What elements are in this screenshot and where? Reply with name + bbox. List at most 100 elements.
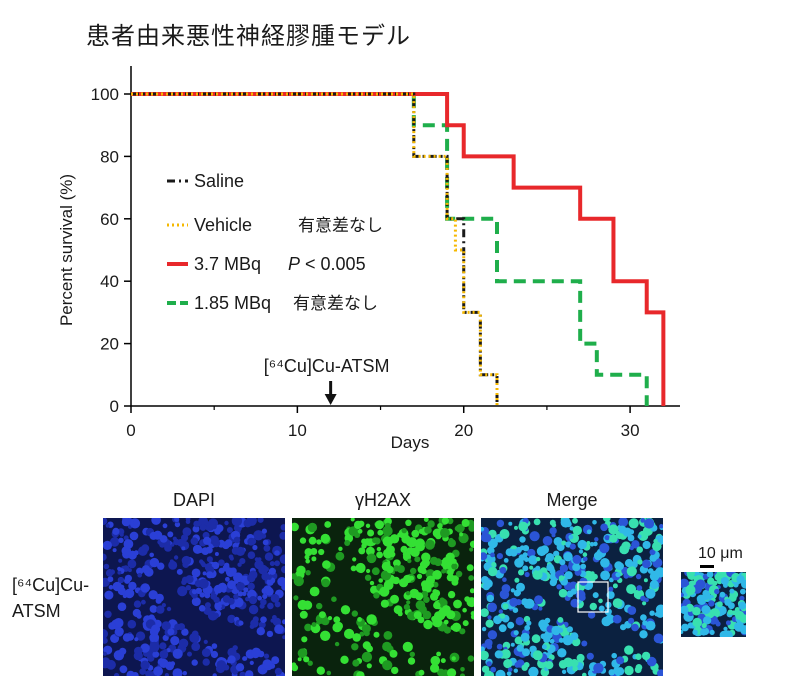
cell-nucleus <box>637 534 642 539</box>
cell-nucleus <box>296 565 306 575</box>
cell-nucleus <box>401 527 407 534</box>
cell-nucleus <box>266 630 274 638</box>
cell-nucleus <box>466 597 474 608</box>
cell-nucleus <box>529 565 534 570</box>
cell-nucleus <box>107 576 114 583</box>
cell-nucleus <box>389 534 400 544</box>
cell-nucleus <box>357 617 362 622</box>
cell-nucleus <box>358 547 366 555</box>
panel-label-merge: Merge <box>546 490 598 510</box>
cell-nucleus <box>172 536 177 541</box>
cell-nucleus <box>642 601 647 606</box>
cell-nucleus <box>598 598 603 604</box>
cell-nucleus <box>149 552 154 558</box>
cell-nucleus <box>198 605 206 612</box>
cell-nucleus <box>415 592 424 601</box>
cell-nucleus <box>108 622 116 630</box>
cell-nucleus <box>719 591 726 598</box>
cell-nucleus <box>495 669 506 676</box>
cell-nucleus <box>252 616 259 623</box>
cell-nucleus <box>590 571 595 576</box>
cell-nucleus <box>382 525 393 537</box>
cell-nucleus <box>487 615 492 620</box>
cell-nucleus <box>629 545 634 551</box>
cell-nucleus <box>122 633 132 642</box>
cell-nucleus <box>687 622 694 629</box>
cell-nucleus <box>321 578 330 588</box>
panel-label-dapi: DAPI <box>172 490 215 510</box>
cell-nucleus <box>481 552 488 561</box>
cell-nucleus <box>190 537 199 546</box>
figure-title: 患者由来悪性神経膠腫モデル <box>86 22 411 50</box>
cell-nucleus <box>544 556 551 563</box>
cell-nucleus <box>138 546 148 556</box>
series-1-85-mbq <box>131 92 649 406</box>
cell-nucleus <box>570 632 579 641</box>
cell-nucleus <box>423 596 430 603</box>
cell-nucleus <box>400 545 408 553</box>
cell-nucleus <box>152 651 160 658</box>
cell-nucleus <box>698 598 704 604</box>
cell-nucleus <box>204 602 211 609</box>
cell-nucleus <box>376 546 382 552</box>
cell-nucleus <box>494 650 503 659</box>
cell-nucleus <box>570 598 580 608</box>
cell-nucleus <box>443 626 451 634</box>
cell-nucleus <box>560 518 571 528</box>
cell-nucleus <box>421 552 431 562</box>
cell-nucleus <box>437 523 443 529</box>
cell-nucleus <box>307 660 313 666</box>
cell-nucleus <box>137 572 142 578</box>
cell-nucleus <box>105 523 110 528</box>
cell-nucleus <box>293 595 299 601</box>
cell-nucleus <box>655 604 663 615</box>
cell-nucleus <box>156 605 165 614</box>
cell-nucleus <box>502 603 509 610</box>
cell-nucleus <box>392 576 400 585</box>
cell-nucleus <box>216 606 221 611</box>
cell-nucleus <box>264 552 274 561</box>
cell-nucleus <box>364 574 372 581</box>
cell-nucleus <box>225 567 236 577</box>
cell-nucleus <box>373 631 380 638</box>
cell-nucleus <box>226 658 232 664</box>
cell-nucleus <box>520 632 530 642</box>
cell-nucleus <box>103 553 107 561</box>
cell-nucleus <box>482 582 491 591</box>
cell-nucleus <box>527 548 536 558</box>
cell-nucleus <box>334 621 343 631</box>
cell-nucleus <box>393 565 400 572</box>
cell-nucleus <box>181 555 192 566</box>
cell-nucleus <box>311 622 317 627</box>
cell-nucleus <box>198 518 209 527</box>
cell-nucleus <box>182 527 192 536</box>
annotation-label: [⁶⁴Cu]Cu-ATSM <box>264 356 390 376</box>
cell-nucleus <box>692 617 702 628</box>
cell-nucleus <box>118 558 123 563</box>
cell-nucleus <box>218 567 225 574</box>
cell-nucleus <box>650 570 660 580</box>
cell-nucleus <box>514 558 524 568</box>
cell-nucleus <box>211 643 218 649</box>
cell-nucleus <box>700 628 708 636</box>
cell-nucleus <box>338 546 343 551</box>
cell-nucleus <box>252 544 258 551</box>
cell-nucleus <box>263 544 271 552</box>
legend-label: 1.85 MBq <box>194 293 271 313</box>
cell-nucleus <box>696 588 702 594</box>
annotation-arrow-head <box>324 394 337 405</box>
cell-nucleus <box>366 546 375 556</box>
cell-nucleus <box>114 627 124 637</box>
cell-nucleus <box>274 601 281 608</box>
cell-nucleus <box>213 584 223 594</box>
cell-nucleus <box>524 625 531 631</box>
panel-label-h2ax: γH2AX <box>354 490 412 510</box>
cell-nucleus <box>568 534 574 540</box>
cell-nucleus <box>642 559 651 569</box>
cell-nucleus <box>127 619 137 629</box>
cell-nucleus <box>624 559 634 568</box>
cell-nucleus <box>729 588 735 594</box>
x-tick-label: 20 <box>454 421 473 440</box>
cell-nucleus <box>112 548 117 553</box>
cell-nucleus <box>659 524 663 529</box>
